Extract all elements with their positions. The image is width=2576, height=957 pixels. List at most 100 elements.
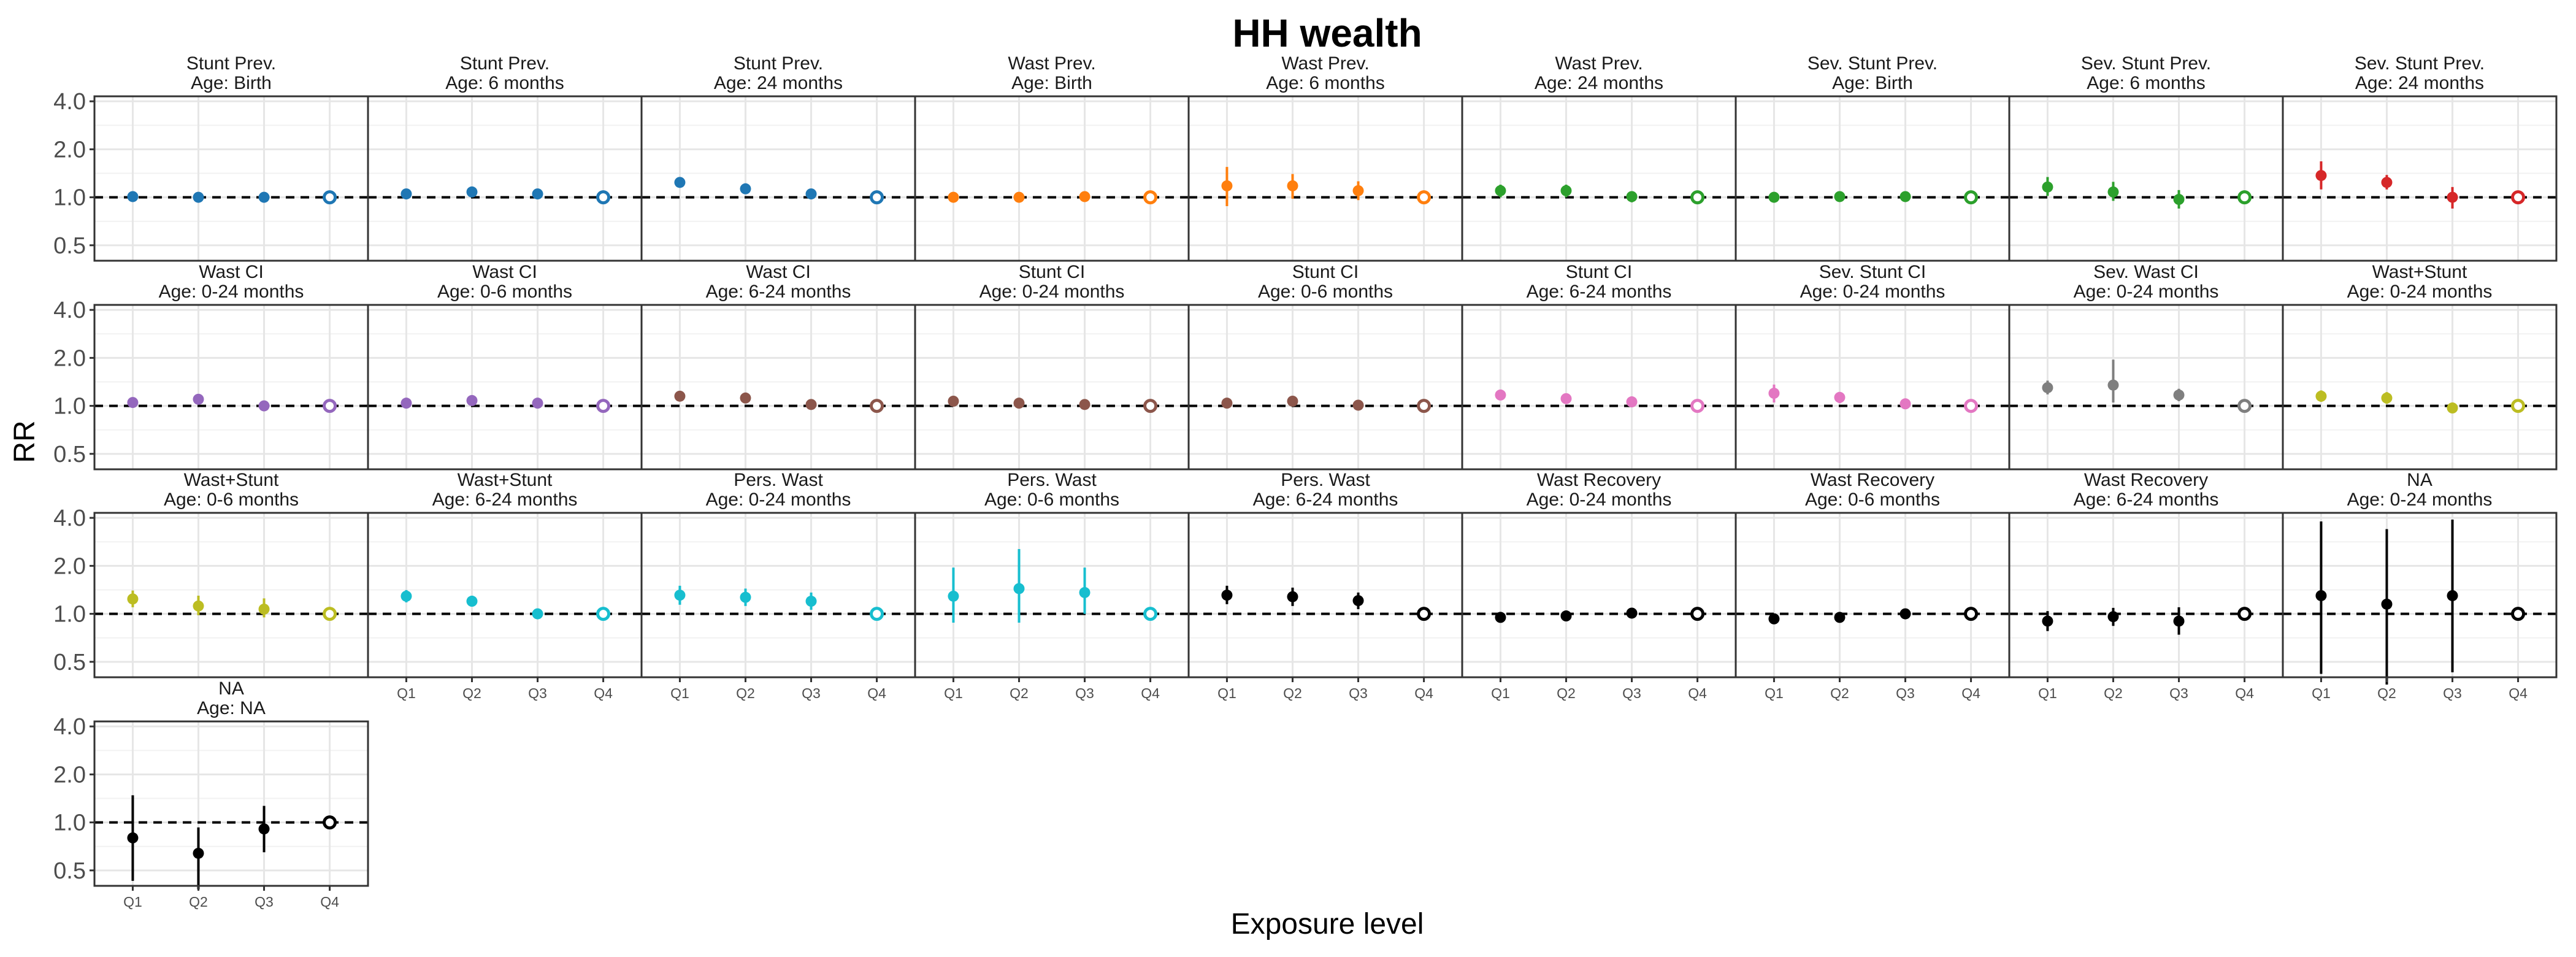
facet-title: Wast CI bbox=[746, 262, 811, 282]
facet-panel-4: Wast Prev.Age: Birth bbox=[914, 53, 1190, 262]
facet-subtitle: Age: 0-6 months bbox=[164, 490, 299, 510]
panel-background bbox=[94, 721, 368, 886]
facet-subtitle: Age: 0-24 months bbox=[2074, 282, 2219, 302]
facet-subtitle: Age: 0-24 months bbox=[1527, 490, 1672, 510]
data-point-q2 bbox=[740, 183, 751, 194]
facet-subtitle: Age: Birth bbox=[1832, 73, 1913, 93]
reference-point-q4 bbox=[323, 607, 337, 621]
data-point-q2 bbox=[1560, 610, 1572, 622]
facet-title: Wast CI bbox=[199, 262, 264, 282]
facet-subtitle: Age: Birth bbox=[191, 73, 272, 93]
data-point-q2 bbox=[2107, 611, 2119, 623]
data-point-q1 bbox=[948, 395, 959, 407]
x-tick-label-q1: Q1 bbox=[944, 685, 963, 701]
data-point-q1 bbox=[1768, 613, 1780, 625]
reference-point-q4 bbox=[323, 399, 337, 413]
data-point-q3 bbox=[2173, 194, 2185, 206]
panel-background bbox=[1189, 96, 1462, 261]
data-point-q2 bbox=[466, 186, 478, 198]
reference-point-q4 bbox=[870, 190, 884, 205]
y-tick-label: 0.5 bbox=[53, 233, 86, 259]
data-point-q3 bbox=[1899, 608, 1911, 620]
reference-point-q4 bbox=[596, 190, 611, 205]
reference-point-q4 bbox=[1690, 190, 1705, 205]
x-tick-label-q1: Q1 bbox=[123, 894, 142, 910]
facet-panel-9: Sev. Stunt Prev.Age: 24 months bbox=[2282, 53, 2558, 262]
y-tick-label: 0.5 bbox=[53, 650, 86, 675]
x-tick-label-q3: Q3 bbox=[1349, 685, 1368, 701]
data-point-q1 bbox=[1768, 388, 1780, 399]
facet-title: Pers. Wast bbox=[1007, 470, 1097, 490]
x-tick-label-q3: Q3 bbox=[802, 685, 821, 701]
x-tick-label-q2: Q2 bbox=[462, 685, 481, 701]
panel-background bbox=[1462, 96, 1736, 261]
reference-point-q4 bbox=[2511, 399, 2526, 413]
facet-subtitle: Age: 0-24 months bbox=[2347, 490, 2493, 510]
data-point-q1 bbox=[2042, 181, 2053, 193]
x-tick-label-q4: Q4 bbox=[2509, 685, 2528, 701]
panel-border bbox=[2282, 304, 2558, 471]
panel-background bbox=[1736, 513, 2009, 677]
data-point-q2 bbox=[1560, 185, 1572, 196]
data-point-q3 bbox=[1899, 191, 1911, 202]
x-tick-label-q4: Q4 bbox=[1688, 685, 1707, 701]
x-tick-label-q3: Q3 bbox=[255, 894, 274, 910]
reference-point-q4 bbox=[870, 607, 884, 621]
data-point-q2 bbox=[193, 393, 204, 405]
facet-panel-5: Wast Prev.Age: 6 months bbox=[1187, 53, 1463, 262]
reference-point-q4 bbox=[323, 815, 337, 830]
panel-background bbox=[2009, 305, 2283, 469]
y-tick-label: 0.5 bbox=[53, 858, 86, 884]
data-point-q1 bbox=[127, 832, 139, 844]
data-point-q1 bbox=[1221, 590, 1233, 601]
data-point-q3 bbox=[2447, 402, 2458, 414]
data-point-q1 bbox=[2042, 615, 2053, 627]
y-tick-label: 1.0 bbox=[53, 810, 86, 836]
data-point-q2 bbox=[1013, 398, 1025, 409]
x-tick-label-q3: Q3 bbox=[1075, 685, 1094, 701]
data-point-q2 bbox=[1013, 191, 1025, 203]
data-point-q2 bbox=[466, 394, 478, 406]
facet-subtitle: Age: 0-24 months bbox=[706, 490, 851, 510]
data-point-q3 bbox=[805, 596, 817, 607]
facet-subtitle: Age: 6-24 months bbox=[1527, 282, 1672, 302]
x-tick-label-q1: Q1 bbox=[397, 685, 416, 701]
data-point-q1 bbox=[401, 590, 412, 602]
x-tick-label-q3: Q3 bbox=[1622, 685, 1641, 701]
data-point-q3 bbox=[1352, 399, 1364, 411]
y-tick-label: 2.0 bbox=[53, 762, 86, 788]
data-point-q2 bbox=[1287, 591, 1298, 602]
reference-point-q4 bbox=[2237, 607, 2252, 621]
reference-point-q4 bbox=[2237, 190, 2252, 205]
y-tick-label: 1.0 bbox=[53, 394, 86, 420]
reference-point-q4 bbox=[2511, 607, 2526, 621]
facet-subtitle: Age: 6 months bbox=[2087, 73, 2205, 93]
x-tick-label-q2: Q2 bbox=[189, 894, 208, 910]
data-point-q3 bbox=[1626, 607, 1638, 619]
facet-title: Stunt CI bbox=[1019, 262, 1085, 282]
facet-panel-7: Sev. Stunt Prev.Age: Birth bbox=[1735, 53, 2011, 262]
reference-point-q4 bbox=[870, 399, 884, 413]
x-axis-title: Exposure level bbox=[1231, 908, 1424, 940]
data-point-q2 bbox=[466, 596, 478, 607]
facet-title: Wast Recovery bbox=[2084, 470, 2208, 490]
facet-subtitle: Age: 24 months bbox=[714, 73, 843, 93]
facet-panel-2: Stunt Prev.Age: 6 months bbox=[367, 53, 643, 262]
x-tick-label-q1: Q1 bbox=[2038, 685, 2057, 701]
panel-background bbox=[915, 96, 1189, 261]
reference-point-q4 bbox=[1964, 607, 1979, 621]
facet-title: Wast Recovery bbox=[1537, 470, 1661, 490]
reference-point-q4 bbox=[596, 607, 611, 621]
x-tick-label-q3: Q3 bbox=[2169, 685, 2188, 701]
panel-background bbox=[2283, 513, 2556, 677]
reference-point-q4 bbox=[596, 399, 611, 413]
panel-background bbox=[642, 305, 915, 469]
reference-point-q4 bbox=[2511, 190, 2526, 205]
x-tick-label-q2: Q2 bbox=[1010, 685, 1029, 701]
